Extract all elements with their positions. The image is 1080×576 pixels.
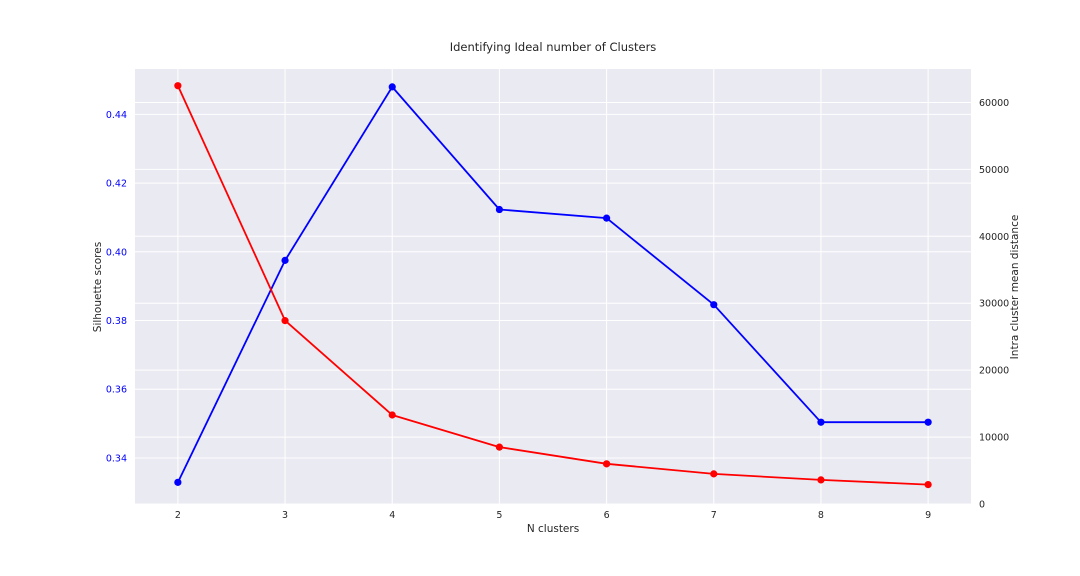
series-left-point [388,83,396,91]
series-layer [174,82,932,489]
x-tick-label: 2 [175,510,181,521]
y-right-tick-label: 50000 [979,165,1009,176]
x-tick-label: 5 [496,510,502,521]
x-tick-label: 6 [604,510,610,521]
y-right-tick-label: 40000 [979,232,1009,243]
y-axis-right-label: Intra cluster mean distance [1009,215,1021,360]
series-right-point [495,443,504,451]
y-right-tick-label: 10000 [979,433,1009,444]
series-left-point [602,214,611,222]
y-right-tick-label: 20000 [979,366,1009,377]
y-right-tick-label: 60000 [979,98,1009,109]
series-right-point [174,82,182,90]
plot-area [135,69,971,504]
series-right-point [388,411,396,419]
y-left-tick-label: 0.44 [106,110,127,121]
series-right-point [602,460,611,468]
grid [135,69,971,505]
y-left-tick-label: 0.42 [106,179,127,190]
series-left-point [710,301,718,309]
x-tick-label: 7 [711,510,717,521]
chart-title: Identifying Ideal number of Clusters [450,40,657,54]
series-left-point [924,418,932,426]
y-left-tick-label: 0.34 [106,453,127,464]
y-axis-left-label: Silhouette scores [92,242,104,332]
y-right-tick-label: 30000 [979,299,1009,310]
series-left-line [177,86,929,483]
x-tick-label: 4 [389,510,395,521]
ticks-layer: 2 3 4 5 6 7 8 9 0.34 0.36 0.38 0.40 0.42 0.44 0 10000 20… [106,98,1009,521]
y-left-tick-label: 0.40 [106,247,127,258]
x-tick-label: 8 [818,510,824,521]
y-right-tick-label: 0 [979,500,985,511]
series-left-point [495,205,504,214]
x-tick-label: 3 [282,510,288,521]
series-right-point [710,470,718,478]
y-left-tick-label: 0.38 [106,316,127,327]
series-right-point [281,317,289,325]
y-left-tick-label: 0.36 [106,385,127,396]
series-left-point [817,418,825,426]
series-left-point [174,478,182,486]
series-right-line [177,85,929,486]
x-tick-label: 9 [925,510,931,521]
x-axis-label: N clusters [527,523,579,535]
series-left-point [281,256,289,264]
series-right-point [924,480,932,489]
series-right-point [817,476,825,484]
